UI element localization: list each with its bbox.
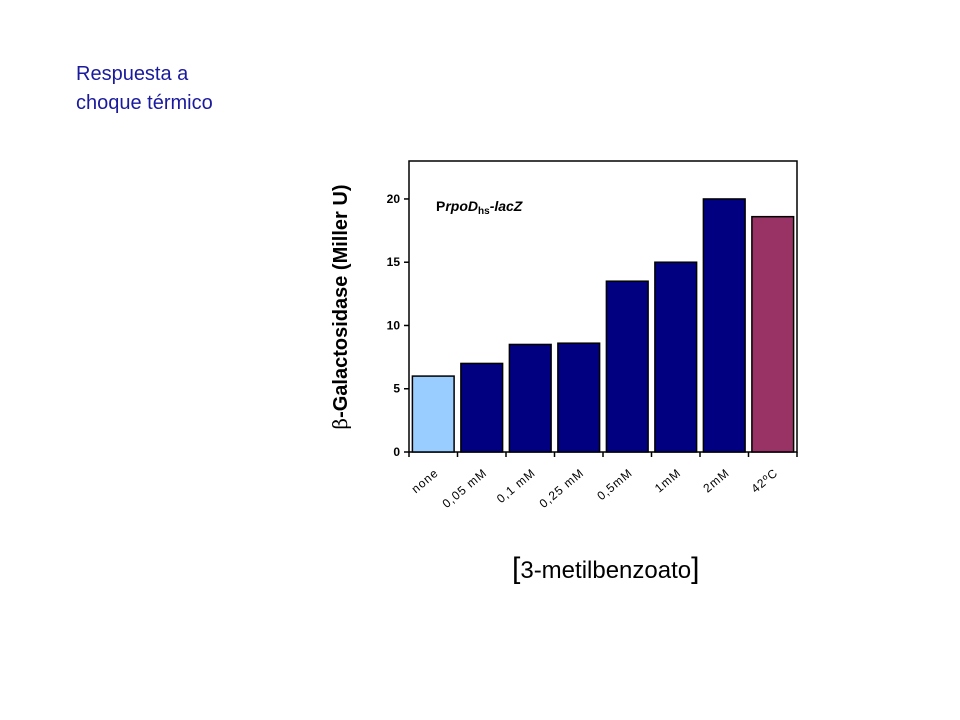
y-tick-label: 5 <box>393 382 400 396</box>
bar-4 <box>605 280 649 453</box>
x-axis-title: [3-metilbenzoato] <box>512 552 699 586</box>
y-tick-label: 20 <box>387 192 401 206</box>
x-category-label: 1mM <box>652 466 684 496</box>
x-category-label: none <box>409 466 442 496</box>
bar-5 <box>654 261 698 453</box>
x-category-label: 0,1 mM <box>494 466 538 506</box>
bar-3 <box>557 342 601 453</box>
bar-7 <box>751 215 795 453</box>
x-category-label: 2mM <box>700 466 732 496</box>
bar-6 <box>702 198 746 453</box>
x-category-label: 0,05 mM <box>440 466 490 511</box>
x-category-label: 0,25 mM <box>537 466 587 511</box>
bar-2 <box>508 343 552 453</box>
y-tick-label: 15 <box>387 255 401 269</box>
x-category-label: 0,5mM <box>594 466 635 504</box>
y-tick-label: 10 <box>387 318 401 332</box>
slide-title: Respuesta a choque térmico <box>76 60 213 118</box>
slide-title-line2: choque térmico <box>76 92 213 114</box>
y-axis-title: β-Galactosidase (Miller U) <box>328 185 352 430</box>
bar-1 <box>460 362 504 453</box>
x-axis-title-close-bracket: ] <box>691 552 700 585</box>
slide-title-line1: Respuesta a <box>76 63 189 85</box>
bar-0 <box>411 375 455 453</box>
y-tick-label: 0 <box>393 445 400 459</box>
x-axis-title-text: 3-metilbenzoato <box>520 557 692 584</box>
x-category-label: 42ºC <box>748 466 780 496</box>
x-axis-title-open-bracket: [ <box>512 552 521 585</box>
series-annotation: PrpoDhs-lacZ <box>436 198 523 217</box>
